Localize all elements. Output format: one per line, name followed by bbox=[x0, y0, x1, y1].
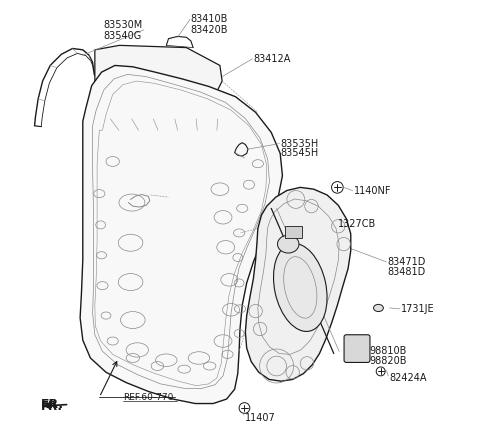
Text: 83410B: 83410B bbox=[191, 13, 228, 24]
Ellipse shape bbox=[274, 243, 327, 332]
Polygon shape bbox=[245, 187, 351, 381]
Text: FR.: FR. bbox=[41, 398, 64, 411]
Ellipse shape bbox=[373, 304, 384, 311]
Text: REF.60-770: REF.60-770 bbox=[123, 393, 173, 402]
Ellipse shape bbox=[277, 235, 299, 253]
Bar bbox=[285, 226, 301, 238]
Text: 1327CB: 1327CB bbox=[338, 219, 376, 229]
Text: 83420B: 83420B bbox=[191, 25, 228, 35]
Text: 83545H: 83545H bbox=[280, 148, 318, 159]
Text: FR.: FR. bbox=[41, 400, 63, 413]
Text: 82424A: 82424A bbox=[390, 373, 427, 383]
Text: 11407: 11407 bbox=[244, 413, 275, 423]
Text: 83535H: 83535H bbox=[280, 138, 318, 149]
Text: 83540G: 83540G bbox=[104, 31, 142, 41]
Text: 98810B: 98810B bbox=[370, 346, 407, 356]
Text: 83481D: 83481D bbox=[387, 267, 426, 277]
Text: 83412A: 83412A bbox=[253, 54, 291, 64]
Text: 98820B: 98820B bbox=[370, 356, 407, 366]
Text: 83530M: 83530M bbox=[104, 20, 143, 30]
Text: 1140NF: 1140NF bbox=[354, 185, 391, 195]
Circle shape bbox=[326, 215, 333, 222]
Polygon shape bbox=[80, 65, 282, 404]
Polygon shape bbox=[95, 45, 222, 204]
FancyBboxPatch shape bbox=[344, 335, 370, 362]
Text: 83471D: 83471D bbox=[387, 257, 426, 267]
Text: 1731JE: 1731JE bbox=[401, 304, 434, 314]
